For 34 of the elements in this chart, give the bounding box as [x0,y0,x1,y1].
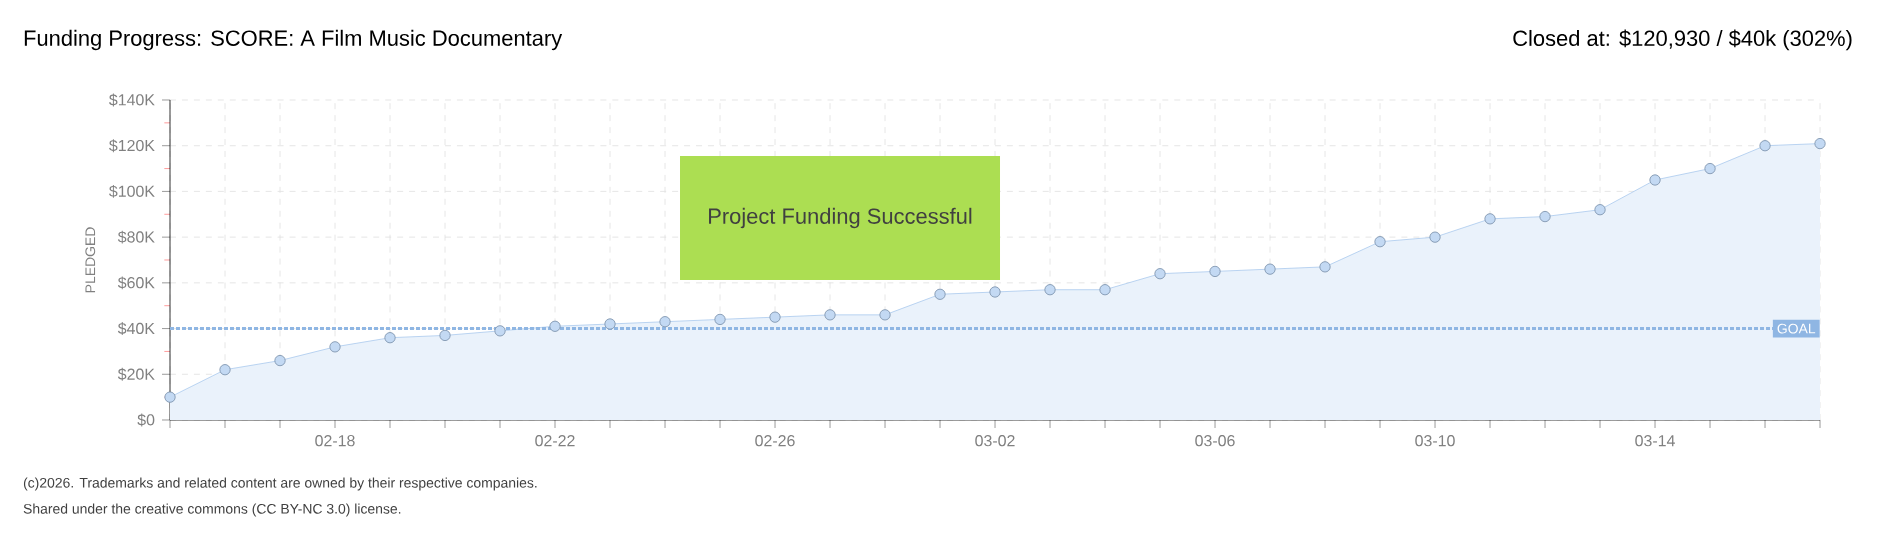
point [1319,261,1331,273]
point [1374,236,1386,248]
chart-subtitle: Closed at: $120,930 / $40k (302%) [1513,29,1852,51]
point [1154,268,1166,280]
point [1704,162,1716,175]
point [714,313,726,326]
point [1044,284,1056,296]
point [1264,263,1276,275]
point [1814,138,1826,150]
point [1649,174,1661,186]
annotation: Project Funding Successful [709,207,972,229]
point [989,286,1001,298]
point [494,325,506,337]
point [1429,231,1441,243]
point [659,316,671,328]
point [934,288,946,300]
point [769,311,781,323]
point [219,364,231,376]
point [549,320,561,332]
point [439,329,451,342]
chart-title: Funding Progress: SCORE: A Film Music Documentary [24,29,563,51]
point [1099,284,1111,296]
point [1539,210,1551,223]
point [824,309,836,321]
point [274,354,286,367]
point [604,318,616,330]
point [329,341,341,353]
point [384,332,396,344]
point [1484,213,1496,225]
point [1759,140,1771,152]
point [1594,204,1606,216]
point [1209,265,1221,278]
point [164,391,176,403]
point [879,309,891,321]
